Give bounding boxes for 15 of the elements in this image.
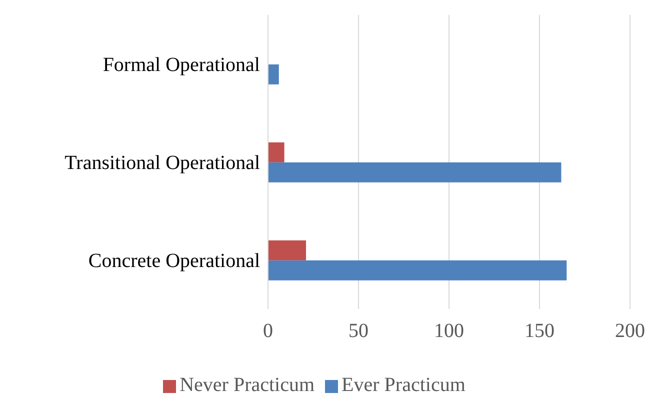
bar: [268, 240, 306, 260]
x-tick-label: 200: [615, 320, 645, 342]
legend-label: Never Practicum: [180, 374, 315, 396]
bar: [268, 64, 279, 84]
legend-label: Ever Practicum: [342, 374, 466, 396]
bar: [268, 260, 567, 280]
x-tick-label: 0: [263, 320, 273, 342]
bar: [268, 162, 562, 182]
y-tick-label: Concrete Operational: [88, 250, 260, 272]
y-tick-label: Transitional Operational: [64, 152, 260, 174]
x-tick-label: 50: [348, 320, 368, 342]
x-tick-label: 150: [524, 320, 554, 342]
y-tick-label: Formal Operational: [102, 54, 260, 76]
x-tick-label: 100: [434, 320, 464, 342]
bar: [268, 142, 284, 162]
